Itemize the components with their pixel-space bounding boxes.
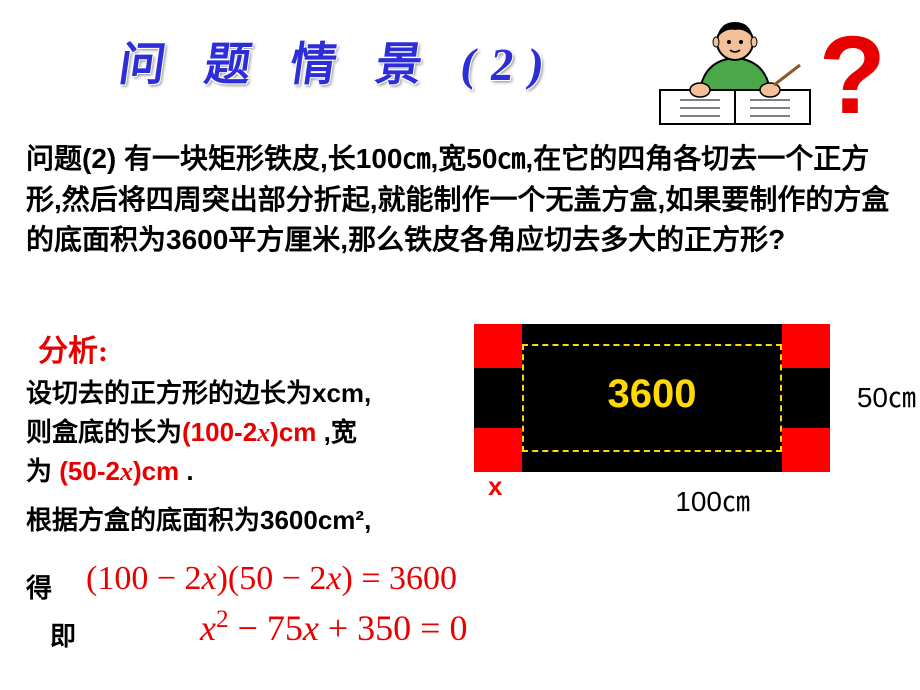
diagram-x-label: x bbox=[488, 471, 502, 502]
equation-1: (100 − 2x)(50 − 2x) = 3600 bbox=[86, 560, 457, 598]
equation-2: x2 − 75x + 350 = 0 bbox=[200, 606, 467, 649]
diagram-width-label: 100㎝ bbox=[675, 480, 750, 520]
title-row: 问 题 情 景 (2) ? bbox=[0, 20, 920, 120]
analysis-line-1: 设切去的正方形的边长为xcm, bbox=[26, 374, 426, 413]
problem-statement: 问题(2) 有一块矩形铁皮,长100㎝,宽50㎝,在它的四角各切去一个正方形,然… bbox=[26, 139, 894, 261]
analysis-label: 分析: bbox=[38, 326, 426, 370]
diagram-corner-tr bbox=[782, 324, 830, 368]
diagram-corner-tl bbox=[474, 324, 522, 368]
box-diagram: 3600 x bbox=[474, 324, 830, 472]
diagram-corner-bl bbox=[474, 428, 522, 472]
page-title: 问 题 情 景 (2) bbox=[115, 28, 562, 94]
diagram-center-value: 3600 bbox=[474, 372, 830, 417]
eq2-label: 即 bbox=[50, 616, 76, 653]
diagram-height-label: 50㎝ bbox=[857, 376, 916, 416]
analysis-line-4: 根据方盒的底面积为3600cm², bbox=[26, 501, 426, 540]
diagram-corner-br bbox=[782, 428, 830, 472]
question-mark-icon: ? bbox=[819, 12, 886, 139]
eq1-label: 得 bbox=[26, 568, 52, 605]
analysis-line-2: 则盒底的长为(100-2x)cm ,宽 bbox=[26, 413, 426, 452]
student-reading-icon bbox=[650, 20, 820, 130]
analysis-line-3: 为 (50-2x)cm . bbox=[26, 452, 426, 491]
analysis-block: 分析: 设切去的正方形的边长为xcm, 则盒底的长为(100-2x)cm ,宽 … bbox=[26, 326, 426, 540]
